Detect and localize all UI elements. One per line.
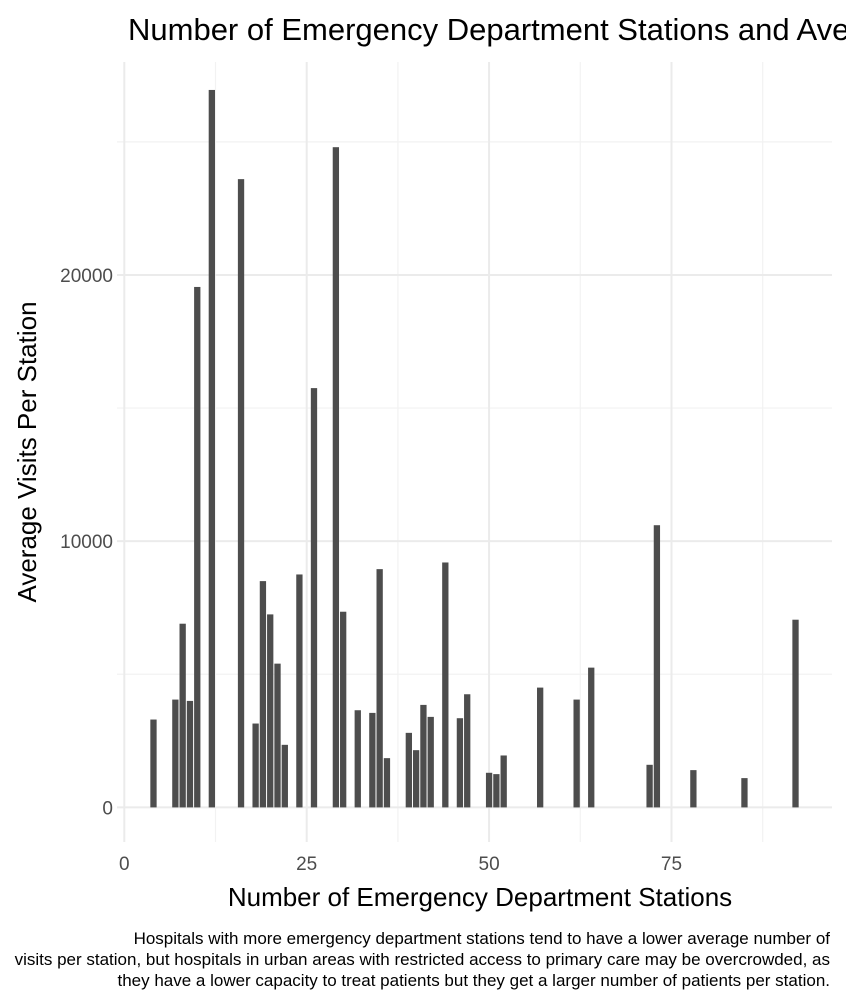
y-tick-label: 10000 — [60, 532, 113, 553]
bar — [296, 574, 303, 808]
bar — [442, 562, 449, 808]
bar — [456, 718, 464, 808]
bar — [252, 723, 259, 808]
x-axis-ticks: 0 25 50 75 — [119, 854, 682, 875]
y-axis-title: Average Visits Per Station — [12, 301, 42, 602]
x-axis-title: Number of Emergency Department Stations — [228, 882, 732, 912]
bar — [646, 764, 653, 808]
bars — [150, 89, 799, 808]
bar — [354, 710, 361, 808]
grid — [117, 62, 832, 842]
bar — [340, 611, 347, 808]
bar — [537, 687, 544, 808]
x-tick-label: 75 — [661, 854, 682, 875]
caption-line-1: Hospitals with more emergency department… — [134, 929, 831, 948]
bar — [588, 667, 595, 808]
bar — [420, 704, 427, 808]
bar — [690, 770, 697, 808]
x-tick-label: 0 — [119, 854, 130, 875]
bar — [186, 700, 194, 808]
y-axis-ticks: 0 10000 20000 — [60, 266, 113, 819]
bar — [259, 581, 267, 808]
bar — [332, 147, 340, 808]
y-tick-label: 0 — [102, 798, 113, 819]
bar — [741, 778, 748, 808]
bar — [310, 388, 318, 808]
bar — [267, 614, 274, 808]
caption: Hospitals with more emergency department… — [15, 929, 831, 990]
bar — [172, 699, 179, 808]
bar — [383, 758, 391, 808]
bar — [405, 732, 412, 808]
bar — [485, 772, 493, 808]
x-tick-label: 25 — [296, 854, 317, 875]
bar — [500, 755, 507, 808]
bar — [369, 712, 376, 808]
bar — [179, 623, 186, 808]
bar — [464, 694, 471, 808]
bar — [208, 89, 215, 808]
bar — [573, 699, 580, 808]
bar — [493, 774, 500, 808]
bar — [653, 525, 661, 808]
bar — [194, 286, 201, 808]
bar — [427, 716, 434, 808]
bar — [150, 719, 157, 808]
bar — [237, 179, 245, 808]
y-tick-label: 20000 — [60, 266, 113, 287]
bar — [792, 619, 799, 808]
chart-title: Number of Emergency Department Stations … — [128, 12, 846, 47]
bar — [274, 663, 281, 808]
x-tick-label: 50 — [479, 854, 500, 875]
bar — [412, 750, 420, 808]
caption-line-3: they have a lower capacity to treat pati… — [117, 971, 830, 990]
bar — [281, 744, 288, 808]
caption-line-2: visits per station, but hospitals in urb… — [15, 950, 830, 969]
bar — [376, 569, 383, 808]
